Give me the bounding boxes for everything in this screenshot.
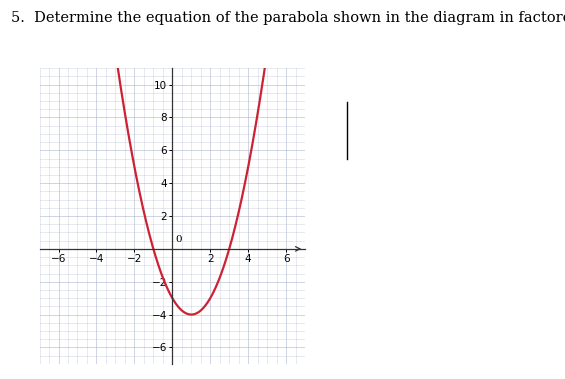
Text: 5.  Determine the equation of the parabola shown in the diagram in factored form: 5. Determine the equation of the parabol… — [11, 11, 565, 25]
Text: 0: 0 — [175, 235, 182, 244]
